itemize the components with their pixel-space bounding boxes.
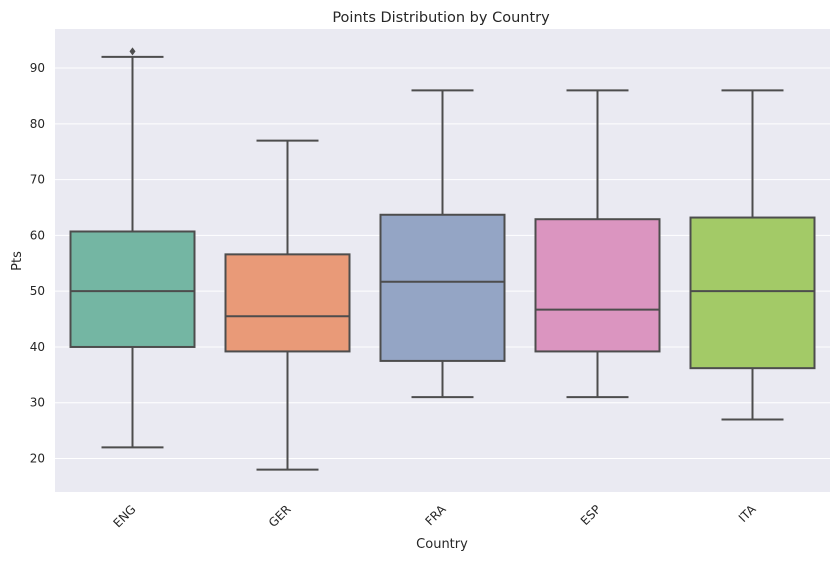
x-tick-label: GER bbox=[266, 502, 294, 530]
box-fra bbox=[379, 89, 506, 399]
y-tick-label: 30 bbox=[30, 396, 45, 410]
box-ger bbox=[224, 139, 351, 471]
chart-title: Points Distribution by Country bbox=[332, 10, 550, 26]
x-tick-label: ESP bbox=[578, 502, 604, 528]
iqr-box bbox=[69, 230, 196, 348]
iqr-box bbox=[224, 253, 351, 353]
y-tick-label: 40 bbox=[30, 340, 45, 354]
y-tick-label: 20 bbox=[30, 452, 45, 466]
x-axis-ticks: ENG GER FRA ESP ITA bbox=[110, 502, 759, 531]
box-ita bbox=[689, 89, 816, 421]
box-eng bbox=[69, 47, 196, 449]
x-axis-label: Country bbox=[416, 537, 468, 552]
y-axis-label: Pts bbox=[10, 251, 25, 271]
y-tick-label: 90 bbox=[30, 61, 45, 75]
iqr-box bbox=[534, 218, 661, 353]
x-tick-label: FRA bbox=[422, 502, 449, 529]
boxes bbox=[69, 47, 816, 471]
iqr-box bbox=[379, 213, 506, 362]
x-tick-label: ENG bbox=[110, 502, 138, 530]
box-esp bbox=[534, 89, 661, 399]
iqr-box bbox=[689, 216, 816, 370]
y-tick-label: 80 bbox=[30, 117, 45, 131]
y-tick-label: 70 bbox=[30, 173, 45, 187]
outlier-point bbox=[129, 47, 136, 56]
y-tick-label: 60 bbox=[30, 228, 45, 242]
x-tick-label: ITA bbox=[736, 502, 759, 525]
y-tick-label: 50 bbox=[30, 284, 45, 298]
y-axis-ticks: 20 30 40 50 60 70 80 90 bbox=[30, 61, 45, 465]
